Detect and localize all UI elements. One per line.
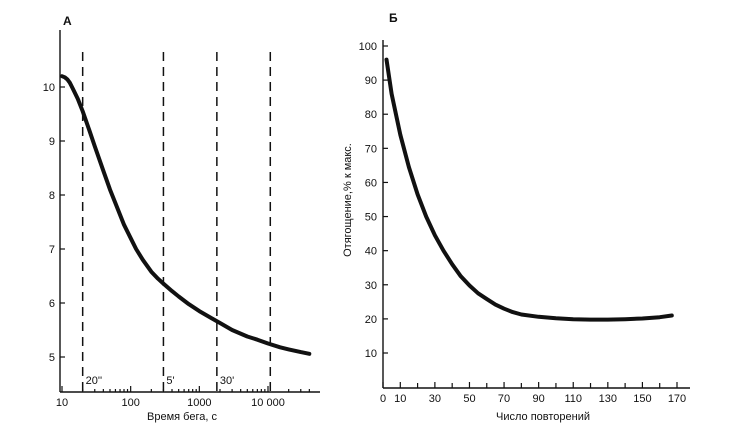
panel-a-reference-lines: 20'' 5' 30' xyxy=(81,52,272,391)
panel-b-x-tick-label: 130 xyxy=(599,393,617,405)
panel-b: Б 10 20 30 40 50 60 70 80 90 100 0 10 30 50 70 90 110 13… xyxy=(342,11,690,423)
panel-a-y-tick-label: 8 xyxy=(49,190,55,202)
panel-a-x-tick-label: 1000 xyxy=(187,397,211,409)
panel-b-y-tick-label: 60 xyxy=(365,177,377,189)
panel-b-x-tick-label: 0 xyxy=(380,393,386,405)
panel-a-x-ticks: 10 100 1000 10 000 xyxy=(56,386,310,409)
panel-a-label: А xyxy=(63,14,72,28)
panel-a-x-axis-label: Время бега, с xyxy=(147,411,217,423)
panel-b-y-axis-label: Отягощение,% к макс. xyxy=(342,143,354,257)
panel-b-x-tick-label: 10 xyxy=(394,393,406,405)
panel-a-y-tick-label: 6 xyxy=(49,298,55,310)
panel-a-reference-label: 5' xyxy=(166,375,174,387)
panel-b-label: Б xyxy=(389,11,398,25)
panel-a-x-tick-label: 10 xyxy=(56,397,68,409)
panel-b-x-tick-label: 150 xyxy=(633,393,651,405)
panel-b-y-tick-label: 90 xyxy=(365,75,377,87)
panel-a-y-tick-label: 9 xyxy=(49,136,55,148)
panel-a-reference-label: 30' xyxy=(220,375,234,387)
panel-b-x-ticks: 0 10 30 50 70 90 110 130 150 170 xyxy=(380,382,686,405)
panel-a: А 5 6 7 8 9 10 10 100 1000 10 000 20'' 5' 30' Врем… xyxy=(43,14,320,423)
panel-a-y-tick-label: 5 xyxy=(49,352,55,364)
panel-b-y-tick-label: 50 xyxy=(365,212,377,224)
panel-b-y-tick-label: 40 xyxy=(365,246,377,258)
panel-b-y-ticks: 10 20 30 40 50 60 70 80 90 100 xyxy=(359,41,388,360)
panel-b-series-line xyxy=(384,57,674,322)
panel-b-x-tick-label: 170 xyxy=(668,393,686,405)
panel-b-x-tick-label: 70 xyxy=(498,393,510,405)
panel-b-y-tick-label: 100 xyxy=(359,41,377,53)
panel-b-x-tick-label: 90 xyxy=(533,393,545,405)
panel-a-x-tick-label: 10 000 xyxy=(251,397,285,409)
panel-b-x-tick-label: 110 xyxy=(564,393,582,405)
panel-b-y-tick-label: 80 xyxy=(365,109,377,121)
panel-a-series-line xyxy=(60,74,312,356)
panel-b-x-tick-label: 30 xyxy=(429,393,441,405)
panel-a-reference-label: 20'' xyxy=(86,375,102,387)
panel-b-y-tick-label: 30 xyxy=(365,280,377,292)
panel-a-y-tick-label: 10 xyxy=(43,82,55,94)
panel-a-x-tick-label: 100 xyxy=(121,397,139,409)
panel-b-y-tick-label: 70 xyxy=(365,143,377,155)
panel-a-y-ticks: 5 6 7 8 9 10 xyxy=(43,82,65,364)
panel-b-x-axis-label: Число повторений xyxy=(496,411,590,423)
panel-b-y-tick-label: 10 xyxy=(365,348,377,360)
panel-b-y-tick-label: 20 xyxy=(365,314,377,326)
panel-b-x-tick-label: 50 xyxy=(463,393,475,405)
panel-a-y-tick-label: 7 xyxy=(49,244,55,256)
